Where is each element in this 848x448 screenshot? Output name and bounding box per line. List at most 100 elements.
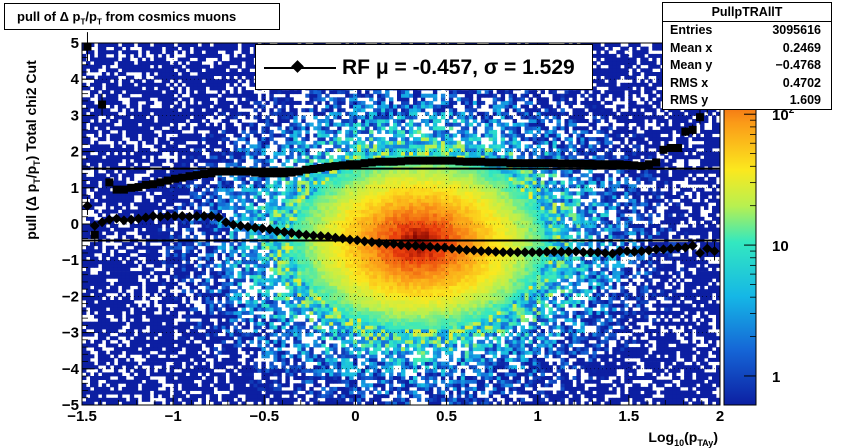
heatmap-cell [121,119,127,124]
heatmap-cell [133,249,139,254]
heatmap-cell [313,245,318,250]
heatmap-cell [349,205,354,210]
heatmap-cell [321,220,326,225]
heatmap-cell [193,126,198,131]
heatmap-cell [285,379,290,384]
heatmap-cell [94,64,99,69]
heatmap-cell [125,53,131,58]
heatmap-cell [237,111,242,116]
heatmap-cell [317,253,322,258]
heatmap-cell [113,296,119,301]
heatmap-cell [185,220,191,225]
heatmap-cell [273,397,278,402]
heatmap-cell [317,100,322,105]
heatmap-cell [213,155,218,160]
heatmap-cell [169,68,175,73]
heatmap-cell [333,318,338,323]
heatmap-cell [265,390,270,395]
heatmap-cell [333,202,338,207]
heatmap-cell [189,158,195,163]
heatmap-cell [149,122,155,127]
heatmap-cell [117,253,123,258]
heatmap-cell [157,68,163,73]
heatmap-cell [121,140,127,145]
heatmap-cell [341,202,346,207]
heatmap-cell [209,129,214,134]
heatmap-cell [94,108,99,113]
heatmap-cell [193,184,198,189]
heatmap-cell [249,260,254,265]
heatmap-cell [233,115,238,120]
heatmap-cell [241,347,246,352]
heatmap-cell [149,61,155,66]
heatmap-cell [233,90,238,95]
heatmap-cell [125,281,131,286]
heatmap-cell [121,209,127,214]
heatmap-cell [117,144,123,149]
heatmap-cell [90,281,95,286]
heatmap-cell [129,86,135,91]
heatmap-cell [129,365,135,370]
heatmap-cell [349,180,354,185]
heatmap-cell [185,347,191,352]
heatmap-cell [165,350,171,355]
heatmap-cell [94,365,99,370]
heatmap-cell [261,281,266,286]
heatmap-cell [165,354,171,359]
heatmap-cell [97,285,103,290]
heatmap-cell [117,339,123,344]
heatmap-cell [229,249,234,254]
heatmap-cell [181,368,187,373]
heatmap-cell [113,176,119,181]
heatmap-cell [249,129,254,134]
heatmap-cell [349,231,354,236]
heatmap-cell [249,332,254,337]
heatmap-cell [149,354,155,359]
heatmap-cell [305,350,310,355]
heatmap-cell [94,61,99,66]
heatmap-cell [165,108,171,113]
heatmap-cell [281,90,286,95]
heatmap-cell [353,119,358,124]
heatmap-cell [153,126,159,131]
heatmap-cell [177,339,183,344]
heatmap-cell [197,133,202,138]
heatmap-cell [197,82,202,87]
heatmap-cell [245,100,250,105]
heatmap-cell [265,307,270,312]
heatmap-cell [305,93,310,98]
heatmap-cell [229,115,234,120]
heatmap-cell [169,281,175,286]
heatmap-cell [317,303,322,308]
heatmap-cell [97,231,103,236]
heatmap-cell [225,292,230,297]
heatmap-cell [201,180,206,185]
heatmap-cell [181,108,187,113]
heatmap-cell [357,332,362,337]
heatmap-cell [149,343,155,348]
heatmap-cell [209,256,214,261]
heatmap-cell [90,227,95,232]
heatmap-cell [225,151,230,156]
heatmap-cell [297,339,302,344]
heatmap-cell [157,195,163,200]
heatmap-cell [129,64,135,69]
heatmap-cell [313,281,318,286]
heatmap-cell [173,86,179,91]
heatmap-cell [345,383,350,388]
heatmap-cell [257,386,262,391]
heatmap-cell [193,53,198,58]
heatmap-cell [245,260,250,265]
heatmap-cell [101,357,107,362]
heatmap-cell [313,93,318,98]
heatmap-cell [285,97,290,102]
heatmap-cell [341,379,346,384]
heatmap-cell [193,195,198,200]
heatmap-cell [285,180,290,185]
heatmap-cell [301,140,306,145]
heatmap-cell [333,191,338,196]
heatmap-cell [209,155,214,160]
heatmap-cell [217,187,222,192]
heatmap-cell [301,307,306,312]
heatmap-cell [121,379,127,384]
